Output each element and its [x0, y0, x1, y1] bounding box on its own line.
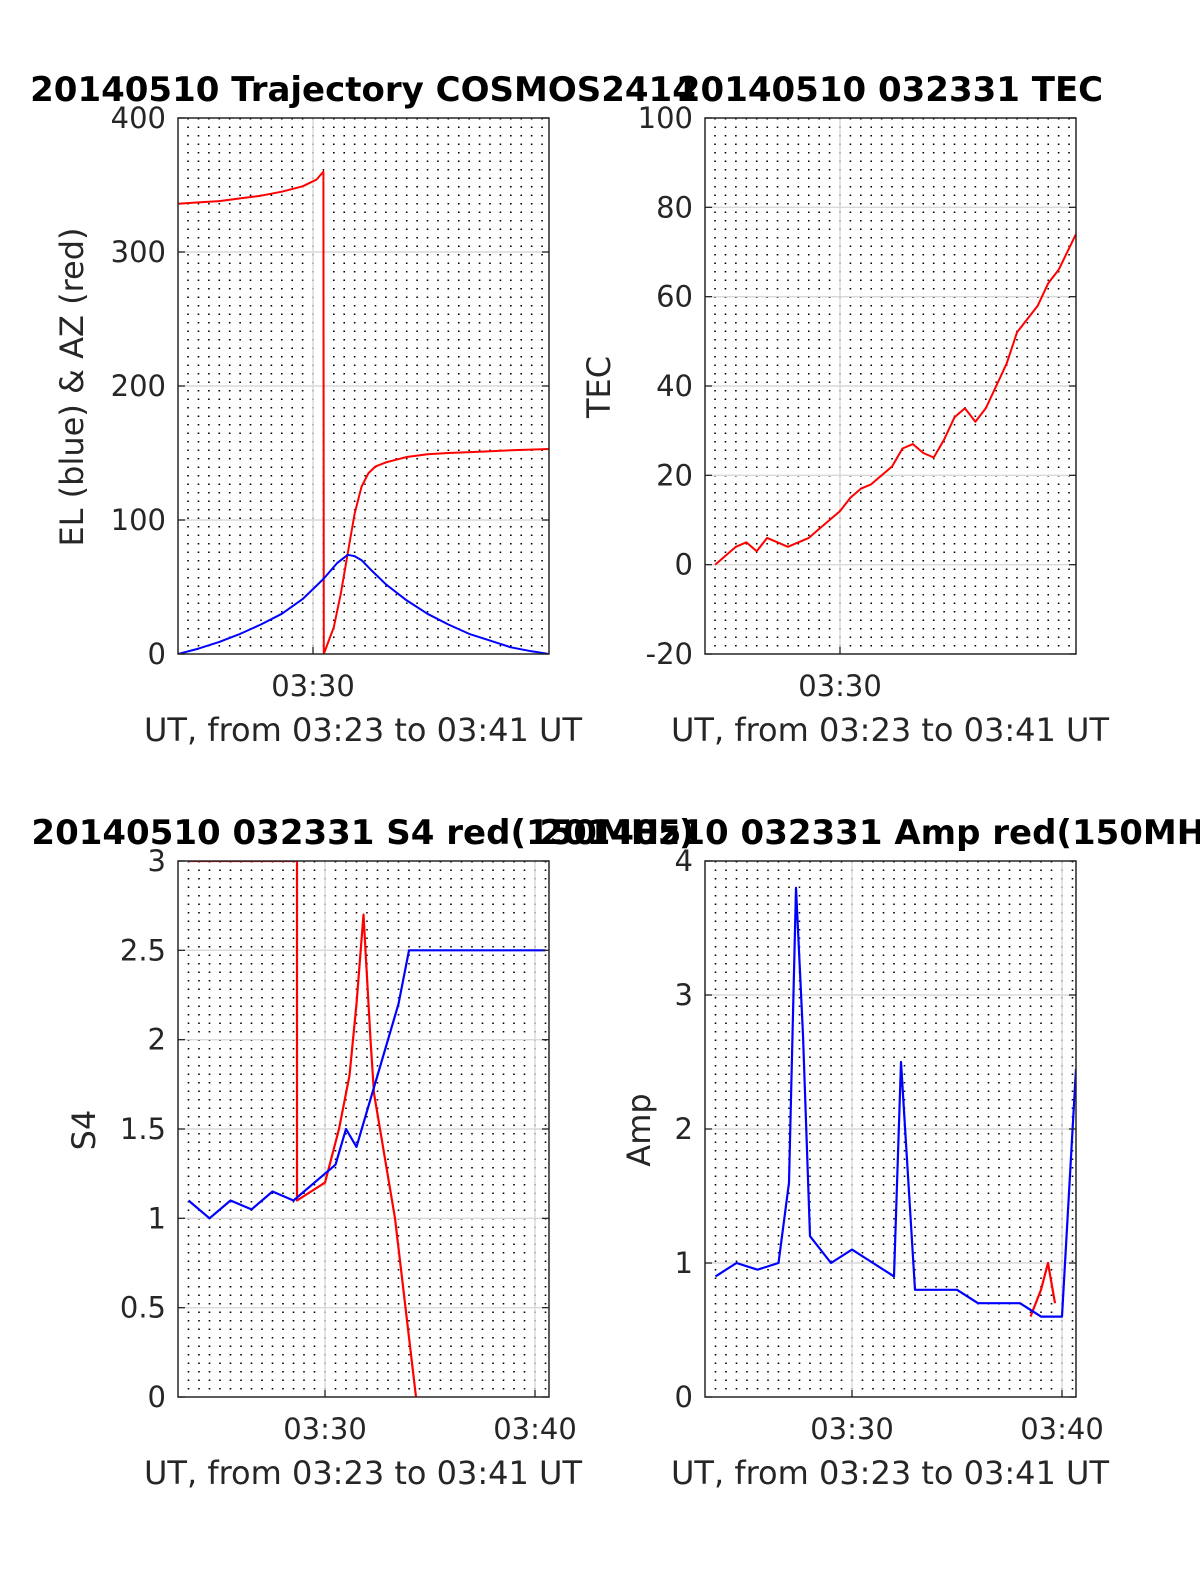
y-tick-label: 1.5 [120, 1112, 166, 1146]
y-tick-label: 3 [148, 844, 166, 878]
y-axis-label-tec: TEC [580, 356, 618, 419]
y-tick-label: 2 [675, 1112, 693, 1146]
plot-area [187, 861, 546, 1397]
y-tick-label: 4 [675, 844, 693, 878]
y-tick-label: 0 [148, 637, 166, 671]
y-tick-label: 2 [148, 1023, 166, 1057]
plot-area [714, 233, 1076, 566]
panel-amp: 0 1 2 3 4 03:30 03:40 20140510 032331 Amp red(… [539, 813, 1200, 1492]
chart-title-tec: 20140510 032331 TEC [677, 70, 1103, 110]
x-tick-label: 03:40 [493, 1412, 577, 1446]
series-line-red [188, 861, 418, 1397]
y-tick-label: 1 [148, 1201, 166, 1235]
y-tick-label: 1 [675, 1246, 693, 1280]
x-tick-label: 03:30 [798, 669, 882, 703]
y-tick-label: 3 [675, 978, 693, 1012]
series-line-blue [714, 886, 1076, 1318]
x-tick-label: 03:30 [283, 1412, 367, 1446]
x-tick-label: 03:30 [271, 669, 355, 703]
x-axis-label-trajectory: UT, from 03:23 to 03:41 UT [144, 711, 582, 749]
chart-title-s4: 20140510 032331 S4 red(150MHz) [31, 813, 694, 853]
y-tick-label: 0 [148, 1380, 166, 1414]
y-tick-label: 0.5 [120, 1291, 166, 1325]
x-axis-label-s4: UT, from 03:23 to 03:41 UT [144, 1454, 582, 1492]
series-line-red [178, 170, 549, 654]
plot-area [178, 170, 549, 654]
chart-title-trajectory: 20140510 Trajectory COSMOS2414 [30, 70, 696, 110]
y-tick-label: 20 [656, 458, 693, 492]
y-tick-label: 300 [111, 235, 166, 269]
y-tick-label: 200 [111, 369, 166, 403]
series-line-red [714, 233, 1076, 566]
series-line-red [1029, 1261, 1057, 1318]
y-tick-label: 100 [111, 503, 166, 537]
y-tick-label: 2.5 [120, 933, 166, 967]
y-axis-label-amp: Amp [620, 1093, 658, 1166]
y-tick-label: -20 [646, 637, 693, 671]
y-tick-label: 80 [656, 190, 693, 224]
plot-area [714, 886, 1076, 1318]
series-line-blue [187, 949, 546, 1220]
y-axis-label-trajectory: EL (blue) & AZ (red) [53, 227, 91, 546]
x-tick-label: 03:40 [1020, 1412, 1104, 1446]
series-line-blue [178, 553, 549, 654]
y-tick-label: 40 [656, 369, 693, 403]
panel-tec: -20 0 20 40 60 80 100 03:30 20140510 032331 TEC… [580, 70, 1109, 749]
y-tick-label: 400 [111, 101, 166, 135]
x-tick-label: 03:30 [810, 1412, 894, 1446]
y-tick-label: 0 [675, 1380, 693, 1414]
y-axis-label-s4: S4 [65, 1110, 103, 1151]
x-axis-label-tec: UT, from 03:23 to 03:41 UT [671, 711, 1109, 749]
y-tick-label: 0 [675, 548, 693, 582]
panel-s4: 0 0.5 1 1.5 2 2.5 3 03:30 03:40 20140510 032331 … [31, 813, 694, 1492]
chart-title-amp: 20140510 032331 Amp red(150MHz) [539, 813, 1200, 853]
y-tick-label: 60 [656, 280, 693, 314]
y-tick-label: 100 [638, 101, 693, 135]
x-axis-label-amp: UT, from 03:23 to 03:41 UT [671, 1454, 1109, 1492]
